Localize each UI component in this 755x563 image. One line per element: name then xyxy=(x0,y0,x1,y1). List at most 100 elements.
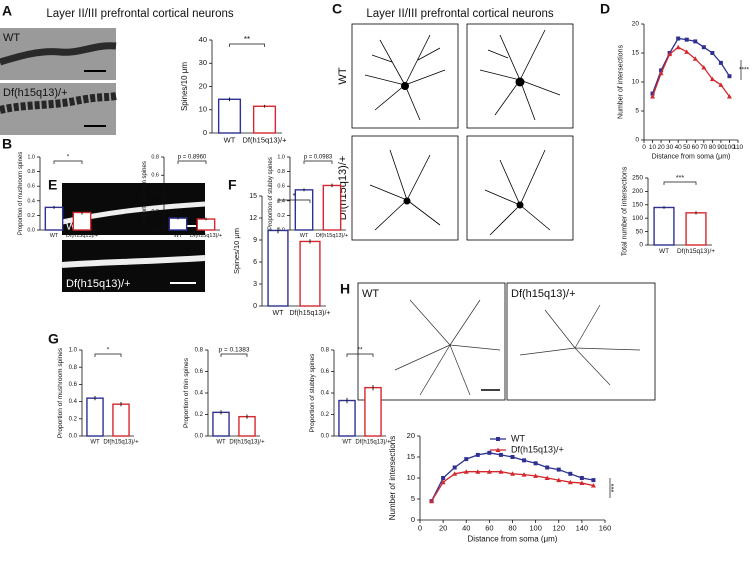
significance-label: p = 0.1383 xyxy=(219,347,250,354)
y-tick-label: 1.0 xyxy=(277,154,285,160)
micrograph xyxy=(357,282,506,401)
y-tick-label: 0.4 xyxy=(277,198,285,204)
x-tick-label: 0 xyxy=(642,144,646,151)
y-tick-label: 0.2 xyxy=(27,213,35,219)
y-tick-label: 20 xyxy=(199,81,207,90)
series-line xyxy=(651,46,730,97)
marker xyxy=(429,498,435,504)
significance-label: **** xyxy=(739,67,750,74)
y-tick-label: 0 xyxy=(203,128,207,137)
panel-letter: B xyxy=(2,136,12,152)
marker xyxy=(726,94,732,99)
y-tick-label: 0.6 xyxy=(321,369,330,375)
x-tick-label: 100 xyxy=(724,144,735,151)
y-tick-label: 150 xyxy=(632,202,643,209)
y-tick-label: 0.6 xyxy=(195,369,204,375)
bar xyxy=(238,415,256,437)
significance-bracket xyxy=(277,199,311,203)
figure-title: Layer II/III prefrontal cortical neurons xyxy=(366,8,554,20)
significance-bracket xyxy=(303,160,333,164)
dendrite xyxy=(0,92,117,114)
y-tick-label: 0.8 xyxy=(27,169,35,175)
marker xyxy=(544,475,550,480)
x-axis-label: Distance from soma (μm) xyxy=(652,154,731,161)
y-axis-label: Total number of intersections xyxy=(621,166,628,256)
x-tick-label: Df(h15q13)/+ xyxy=(289,310,330,317)
y-tick-label: 15 xyxy=(249,193,257,200)
significance-bracket xyxy=(220,353,248,357)
marker xyxy=(590,483,596,488)
soma xyxy=(403,197,411,205)
y-tick-label: 0.6 xyxy=(277,184,285,190)
image-label: WT xyxy=(3,32,20,44)
y-axis-label: Number of intersections xyxy=(617,45,624,119)
x-tick-label: WT xyxy=(342,440,352,446)
significance-bracket xyxy=(94,353,122,357)
marker xyxy=(522,458,527,463)
y-tick-label: 0.8 xyxy=(321,348,330,354)
legend-marker xyxy=(496,437,500,441)
y-axis-label: Proportion of mushroom spines xyxy=(57,347,64,438)
y-tick-label: 0.0 xyxy=(195,434,204,440)
x-tick-label: WT xyxy=(50,233,59,239)
soma xyxy=(515,77,525,87)
y-tick-label: 0.4 xyxy=(27,198,35,204)
x-tick-label: 110 xyxy=(733,144,744,151)
bar xyxy=(322,184,342,231)
image-label: Df(h15q13)/+ xyxy=(511,288,576,300)
x-tick-label: Df(h15q13)/+ xyxy=(229,440,265,446)
y-axis-label: Spines/10 μm xyxy=(180,62,189,111)
marker xyxy=(567,479,573,485)
neuron-images xyxy=(394,299,641,396)
x-tick-label: 40 xyxy=(462,523,470,532)
significance-bracket xyxy=(663,181,697,185)
significance-label: * xyxy=(293,191,296,200)
figure-title: Layer II/III prefrontal cortical neurons xyxy=(46,8,234,20)
marker xyxy=(556,467,561,472)
bar xyxy=(685,212,707,246)
significance-bracket xyxy=(53,160,83,164)
marker xyxy=(464,457,469,462)
x-tick-label: 0 xyxy=(418,523,422,532)
x-tick-label: 90 xyxy=(717,144,725,151)
bar xyxy=(294,189,314,231)
y-tick-label: 0.8 xyxy=(195,348,204,354)
marker xyxy=(498,452,503,457)
y-tick-label: 0 xyxy=(639,242,643,249)
marker xyxy=(710,51,715,55)
bar xyxy=(72,211,92,231)
significance-bracket xyxy=(177,160,207,164)
marker xyxy=(533,473,539,478)
y-tick-label: 0.6 xyxy=(69,382,78,388)
x-tick-label: WT xyxy=(216,440,226,446)
x-tick-label: Df(h15q13)/+ xyxy=(677,248,715,255)
soma xyxy=(516,201,524,209)
y-tick-label: 0 xyxy=(253,303,257,310)
x-tick-label: 60 xyxy=(692,144,700,151)
image-label: Df(h15q13)/+ xyxy=(3,87,68,99)
y-tick-label: 100 xyxy=(632,215,643,222)
significance-label: *** xyxy=(609,484,618,493)
y-tick-label: 5 xyxy=(411,494,415,503)
significance-bracket xyxy=(229,43,265,47)
panel-letter: H xyxy=(340,281,350,297)
y-tick-label: 250 xyxy=(632,175,643,182)
x-tick-label: Df(h15q13)/+ xyxy=(190,233,222,239)
marker xyxy=(676,36,681,41)
y-tick-label: 20 xyxy=(407,431,415,440)
y-tick-label: 0.2 xyxy=(321,412,330,418)
marker xyxy=(727,74,732,79)
marker xyxy=(498,469,504,474)
x-tick-label: Df(h15q13)/+ xyxy=(355,440,391,446)
y-tick-label: 10 xyxy=(632,79,640,86)
x-tick-label: 70 xyxy=(700,144,708,151)
x-tick-label: 100 xyxy=(529,523,542,532)
y-tick-label: 5 xyxy=(635,108,639,115)
bar xyxy=(267,229,289,307)
y-tick-label: 1.0 xyxy=(27,154,35,160)
marker xyxy=(510,455,515,459)
bar xyxy=(299,240,321,307)
y-tick-label: 10 xyxy=(199,105,207,114)
x-tick-label: WT xyxy=(659,248,669,255)
marker xyxy=(533,461,538,466)
